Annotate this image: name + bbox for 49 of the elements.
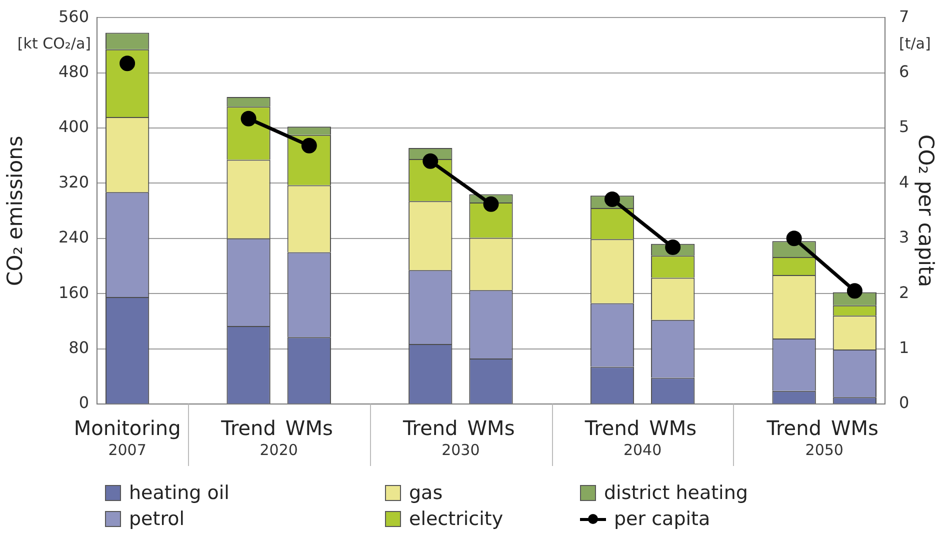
x-tick-label: WMs	[649, 416, 697, 440]
legend-label: gas	[409, 482, 443, 504]
point	[786, 230, 802, 246]
y-tick-label: 160	[58, 282, 89, 302]
y2-tick-label: 6	[899, 62, 910, 81]
y2-tick-label: 5	[899, 117, 910, 136]
point	[120, 56, 136, 72]
point	[422, 153, 438, 169]
legend-label: per capita	[614, 508, 710, 530]
point	[665, 239, 681, 255]
y2-tick-label: 3	[899, 228, 910, 247]
y-tick-label: 320	[58, 172, 89, 192]
text: [kt CO₂/a]	[17, 34, 91, 52]
y-tick-label: 560	[58, 6, 89, 26]
y2-tick-label: 0	[899, 393, 910, 412]
x-tick-label: WMs	[830, 416, 878, 440]
text: 2050	[805, 440, 844, 459]
y2-tick-label: 7	[899, 6, 910, 26]
x-tick-label: WMs	[285, 416, 333, 440]
x-tick-label: Monitoring	[74, 416, 181, 440]
point	[604, 191, 620, 207]
legend-label: heating oil	[129, 482, 230, 504]
point	[483, 196, 499, 212]
x-tick-label: WMs	[467, 416, 515, 440]
y-axis-title: CO₂ emissions	[3, 136, 28, 286]
text: 2007	[108, 440, 146, 459]
y-tick-label: 240	[58, 228, 89, 247]
x-tick-label: Trend	[584, 416, 640, 440]
y-tick-label: 400	[58, 117, 89, 136]
y2-tick-label: 4	[899, 172, 910, 192]
x-tick-label: Trend	[220, 416, 276, 440]
legend-label: electricity	[409, 508, 504, 530]
x-tick-label: Trend	[766, 416, 822, 440]
y2-axis-title: CO₂ per capita	[914, 134, 938, 288]
y2-tick-label: 2	[899, 282, 910, 302]
legend-label: petrol	[129, 508, 184, 530]
point	[846, 283, 862, 299]
point	[240, 110, 256, 126]
text: [t/a]	[899, 34, 931, 52]
y-tick-label: 80	[68, 338, 89, 357]
point	[301, 138, 317, 154]
legend-label: district heating	[604, 482, 748, 504]
y-tick-label: 0	[78, 393, 89, 412]
text: 2030	[442, 440, 480, 459]
text: 2040	[623, 440, 662, 459]
x-tick-label: Trend	[402, 416, 458, 440]
y2-tick-label: 1	[899, 338, 910, 357]
y-tick-label: 480	[58, 62, 89, 81]
text: 2020	[260, 440, 298, 459]
